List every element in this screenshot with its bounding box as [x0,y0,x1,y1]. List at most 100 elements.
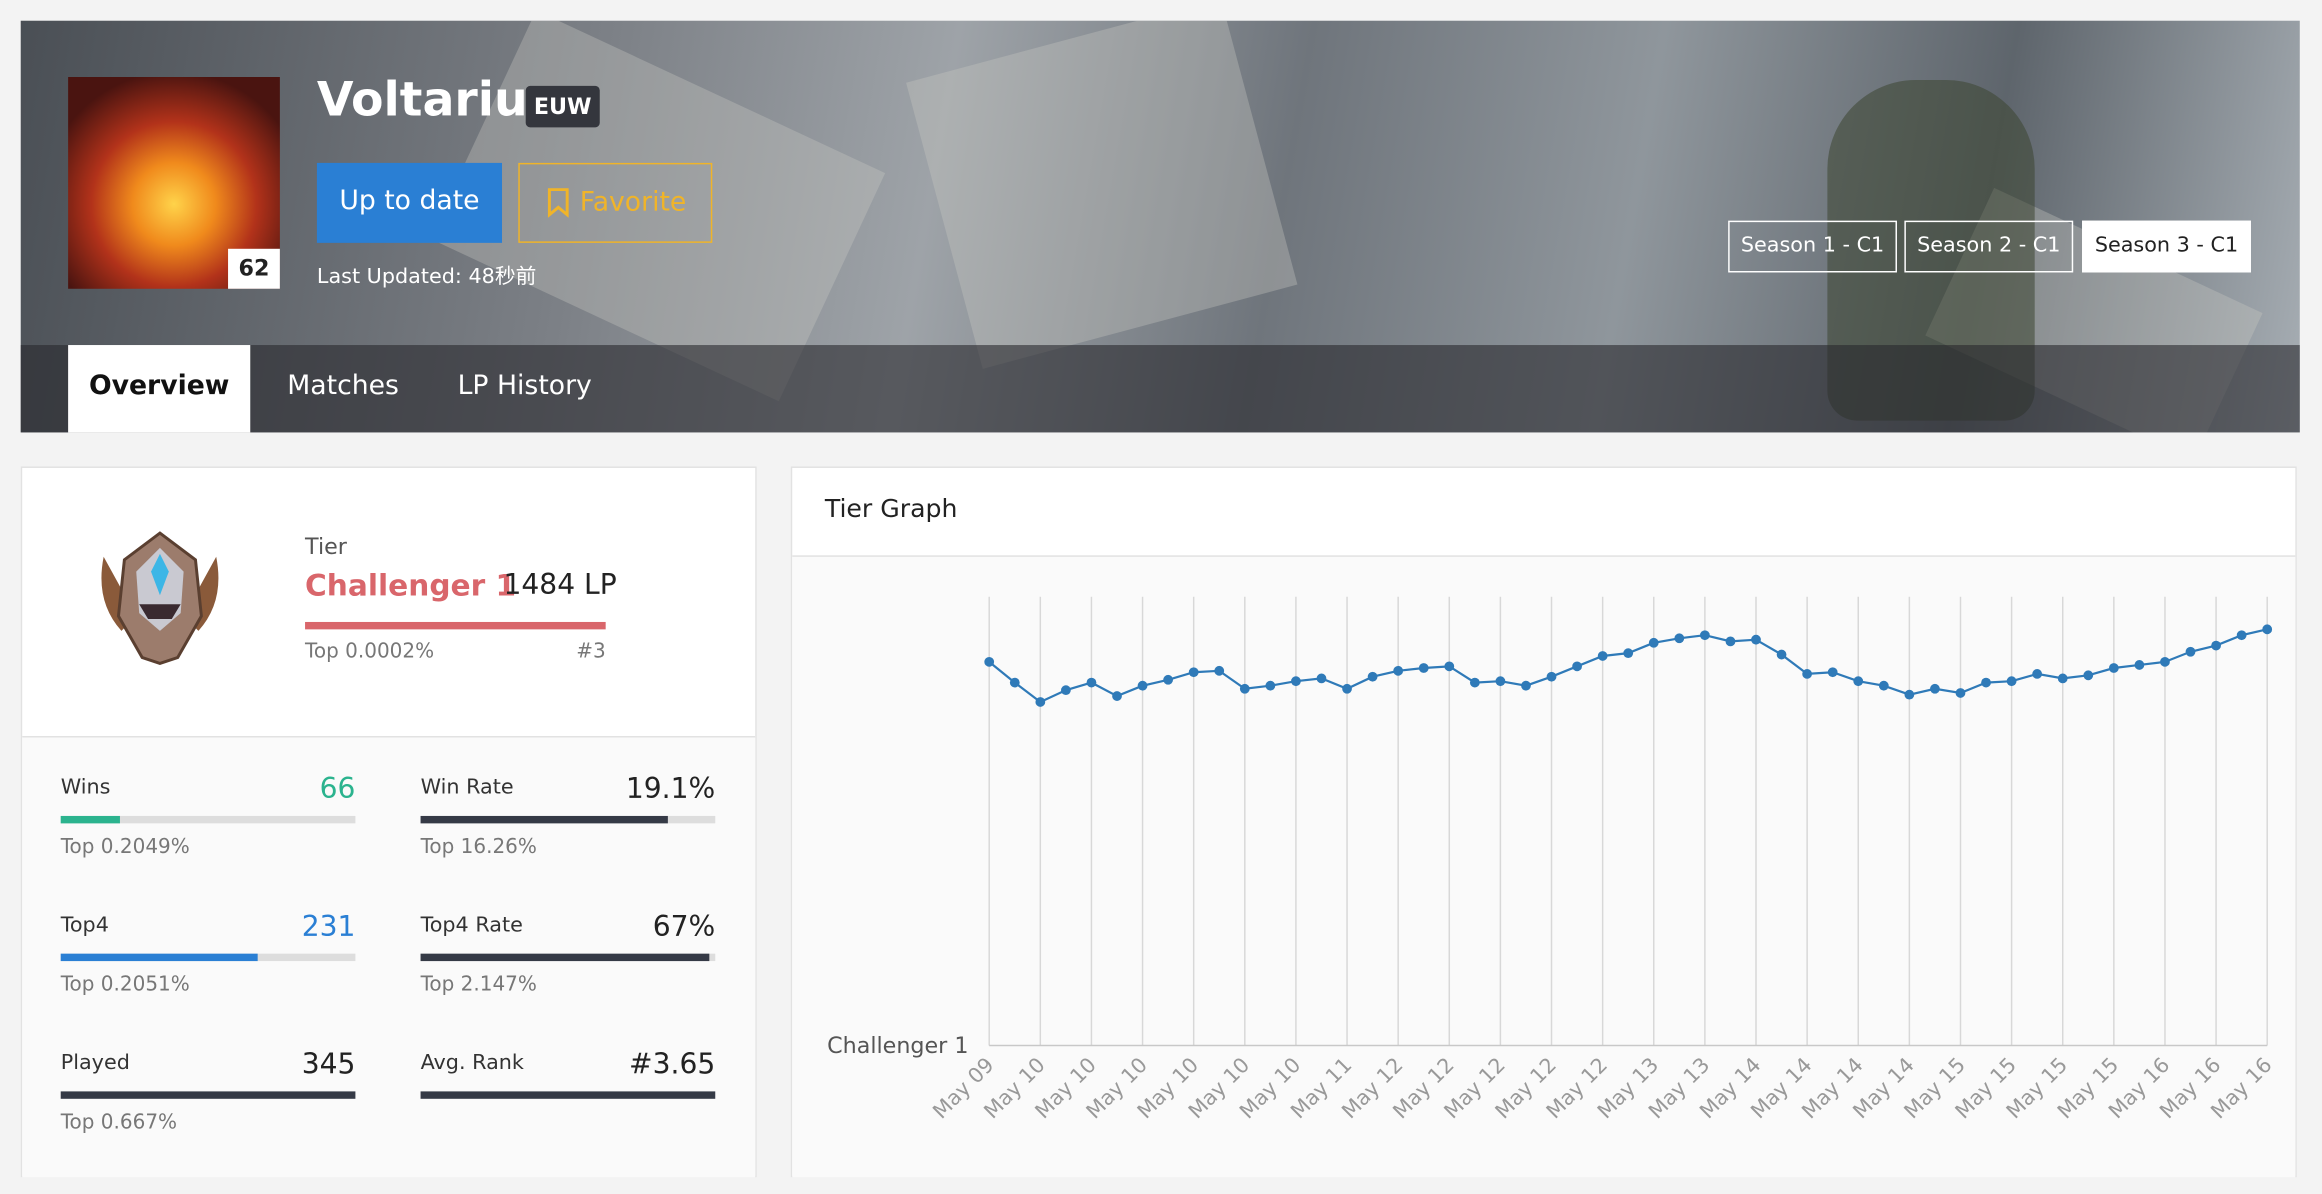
stat-bar-fill [60,953,259,962]
stat-value: 67% [652,910,716,944]
stat-bar [420,815,716,824]
point [1112,691,1122,701]
point [1648,637,1659,648]
stat-bar [60,1091,356,1099]
stat-bar-fill [60,815,120,824]
stat-value: 231 [301,910,356,944]
stat-bar-fill [420,953,710,962]
point [1469,677,1480,688]
tier-bar [305,621,606,630]
point [1086,677,1097,688]
stat-label: Top4 [60,913,109,938]
point [1930,683,1940,694]
stat-top: Top 0.2049% [60,835,190,859]
level-badge: 62 [228,248,280,289]
point [1061,685,1071,696]
graph-area [792,555,2296,1178]
tab[interactable]: LP History [457,370,592,402]
stat-label: Wins [60,775,111,800]
point [1802,669,1813,679]
point [1009,677,1020,688]
summoner-name: Voltariux [316,71,559,128]
point [1751,634,1761,645]
update-button[interactable]: Up to date [316,162,503,243]
season-button[interactable]: Season 2 - C1 [1904,220,2074,273]
stat-value: #3.65 [629,1048,716,1082]
point [1137,680,1148,691]
tier-name: Challenger 1 [305,567,517,603]
stat-label: Top4 Rate [420,913,523,938]
rock [906,20,1298,369]
point [1546,671,1557,682]
stat-bar [420,953,716,962]
point [2006,676,2017,687]
point [1572,661,1582,672]
stat-label: Played [60,1051,130,1076]
y-tick-label: Challenger 1 [827,1033,968,1059]
tab[interactable]: Overview [68,345,251,433]
point [2262,624,2273,635]
region-badge: EUW [525,85,600,128]
point [2057,673,2068,684]
stat-bar-fill [60,1091,356,1099]
line [988,628,2268,704]
point [2083,670,2094,681]
point [1418,663,1429,673]
stat-value: 345 [301,1048,356,1082]
last-updated: Last Updated: 48秒前 [316,265,537,289]
point [2108,663,2119,673]
tier-top: Top 0.0002% [305,639,435,664]
point [1776,649,1787,660]
point [1674,633,1685,644]
stat-bar [60,953,356,962]
bookmark-icon [547,188,569,218]
point [1188,667,1199,678]
point [1367,671,1378,682]
point [1444,661,1455,672]
season-button[interactable]: Season 3 - C1 [2082,220,2251,273]
stat-top: Top 16.26% [420,835,537,859]
point [1393,665,1404,676]
stat-label: Avg. Rank [420,1051,524,1076]
point [1597,651,1608,661]
stat-top: Top 0.2051% [60,972,190,997]
point [2160,656,2170,667]
point [2032,669,2043,679]
favorite-button[interactable]: Favorite [518,162,713,243]
point [1163,674,1174,685]
point [2211,640,2221,651]
point [2185,646,2196,657]
graph-title: Tier Graph [824,494,958,525]
stat-bar [60,815,356,824]
stat-label: Win Rate [420,775,514,800]
point [1035,697,1046,707]
point [2236,630,2247,641]
tier-rank: #3 [576,639,606,664]
point [1291,676,1301,687]
point [1623,648,1634,659]
point [1316,673,1327,684]
point [1342,683,1352,694]
season-button[interactable]: Season 1 - C1 [1728,220,1897,273]
tier-emblem [101,531,219,665]
point [1853,676,1864,687]
tab-bar [20,345,2300,433]
point [1904,689,1915,700]
tier-label: Tier [305,533,347,560]
point [2134,660,2145,670]
point [1725,636,1736,647]
point [1265,680,1276,691]
stat-bar-fill [420,815,669,824]
point [1981,677,1991,688]
stat-top: Top 2.147% [420,972,537,997]
point [1214,665,1225,676]
point [1955,688,1966,698]
point [1239,683,1250,694]
point [1521,680,1531,691]
tab[interactable]: Matches [287,370,399,402]
stat-value: 66 [319,773,356,806]
point [984,656,995,667]
